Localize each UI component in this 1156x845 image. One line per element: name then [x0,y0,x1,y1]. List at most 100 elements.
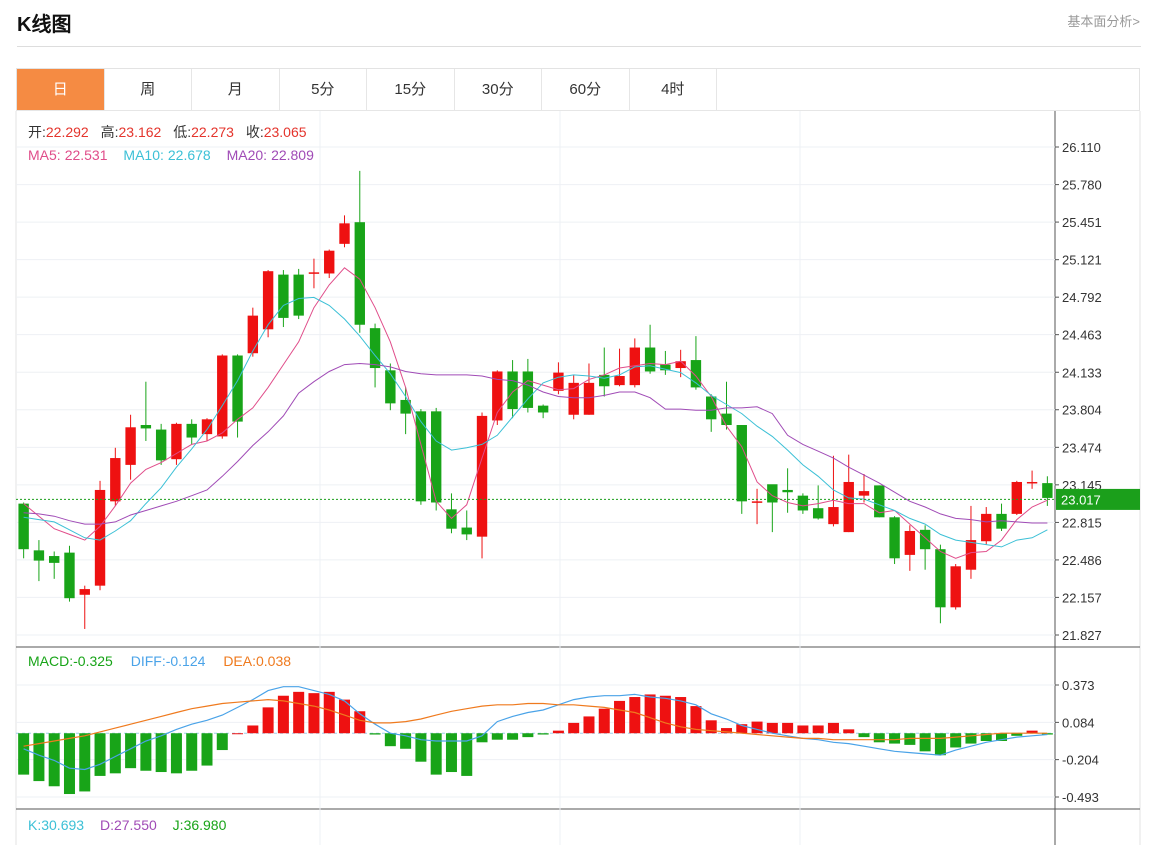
candle-body [629,347,641,386]
candle-body [537,405,549,413]
candle [599,347,610,397]
macd-bar [63,733,75,795]
main-gridlines [16,146,1055,636]
candle [583,363,595,415]
candle-body [858,491,870,496]
macd-bar [720,728,732,734]
candle [94,480,106,591]
candle-body [522,371,534,408]
macd-bar [614,700,626,734]
candle-body [64,552,75,599]
macd-bar [293,691,305,734]
macd-tick-label: -0.493 [1062,790,1099,805]
candle-body [79,589,90,595]
candle-body [49,556,60,563]
macd-bar [400,733,412,749]
macd-bar [1026,730,1038,734]
ma-legend: MA5: 22.531 MA10: 22.678 MA20: 22.809 [28,147,314,163]
y-tick-label: 21.827 [1062,628,1102,643]
candle [476,412,488,559]
tab-5min[interactable]: 5分 [280,69,367,110]
candle [874,485,885,518]
macd-bar [965,733,977,744]
macd-legend: MACD:-0.325 DIFF:-0.124 DEA:0.038 [28,653,291,669]
candle-body [155,429,167,461]
candle [721,381,732,430]
candle-body [644,347,656,372]
candle-body [721,413,732,426]
tab-month[interactable]: 月 [192,69,280,110]
candle [858,474,870,503]
tab-60min[interactable]: 60分 [542,69,630,110]
candle-body [812,508,824,519]
macd-bar [1011,733,1023,736]
y-tick-label: 24.133 [1062,365,1102,380]
macd-bar [659,695,671,734]
macd-bar [186,733,198,771]
candle-body [18,503,29,550]
macd-bar [94,733,106,776]
macd-bar [33,733,45,782]
candle-body [369,328,381,369]
tab-15min[interactable]: 15分 [367,69,455,110]
macd-bar [889,733,901,744]
ma5-label: MA5: [28,147,61,163]
candle [33,540,45,582]
macd-bar [598,708,610,734]
ohlc-legend: 开:22.292 高:23.162 低:22.273 收:23.065 [28,124,307,140]
header-divider [17,46,1141,47]
candle [217,354,228,439]
candle-body [660,364,671,371]
candle [125,414,136,480]
y-tick-label: 24.463 [1062,328,1102,343]
candle-body [767,484,778,503]
candle-body [339,223,350,244]
macd-bar [155,733,167,773]
candle-body [935,549,946,608]
candle [614,348,625,387]
d-value: 27.550 [114,817,157,833]
candle [64,545,75,602]
candle [1011,480,1022,516]
tab-day[interactable]: 日 [17,69,105,110]
ma10-label: MA10: [123,147,163,163]
candle-body [492,371,503,421]
tab-30min[interactable]: 30分 [455,69,542,110]
candle [507,360,518,419]
candle-body [324,250,335,274]
macd-bar [980,733,992,741]
candle [430,407,442,511]
candle [140,381,152,441]
candle [782,468,793,513]
macd-bar [843,729,855,734]
macd-bar [996,733,1008,741]
y-tick-label: 26.110 [1062,140,1101,155]
ma20-line [23,362,1048,525]
candle [171,422,182,465]
fundamental-analysis-link[interactable]: 基本面分析> [1067,14,1140,29]
candle-body [1026,481,1038,484]
current-price-label: 23.017 [1061,492,1101,507]
macd-bar [705,720,717,734]
candle [919,525,931,570]
high-label: 高: [101,124,119,140]
macd-bar [125,733,137,769]
candle [446,493,457,534]
tab-4h[interactable]: 4时 [630,69,717,110]
candle [308,258,320,289]
candle-body [476,415,488,537]
macd-value: -0.325 [73,653,113,669]
candle-body [843,481,854,533]
macd-bar [262,707,274,734]
candle [843,454,854,533]
candle [155,423,167,465]
macd-bar [445,733,457,773]
tab-week[interactable]: 周 [105,69,192,110]
k-value: 30.693 [41,817,84,833]
macd-tick-label: 0.084 [1062,715,1095,730]
candle-body [507,371,518,410]
candle-body [599,374,610,387]
macd-bar [827,722,839,734]
main-y-axis: 26.110 25.780 25.451 25.121 24.792 24.463 24.1… [1055,140,1102,643]
